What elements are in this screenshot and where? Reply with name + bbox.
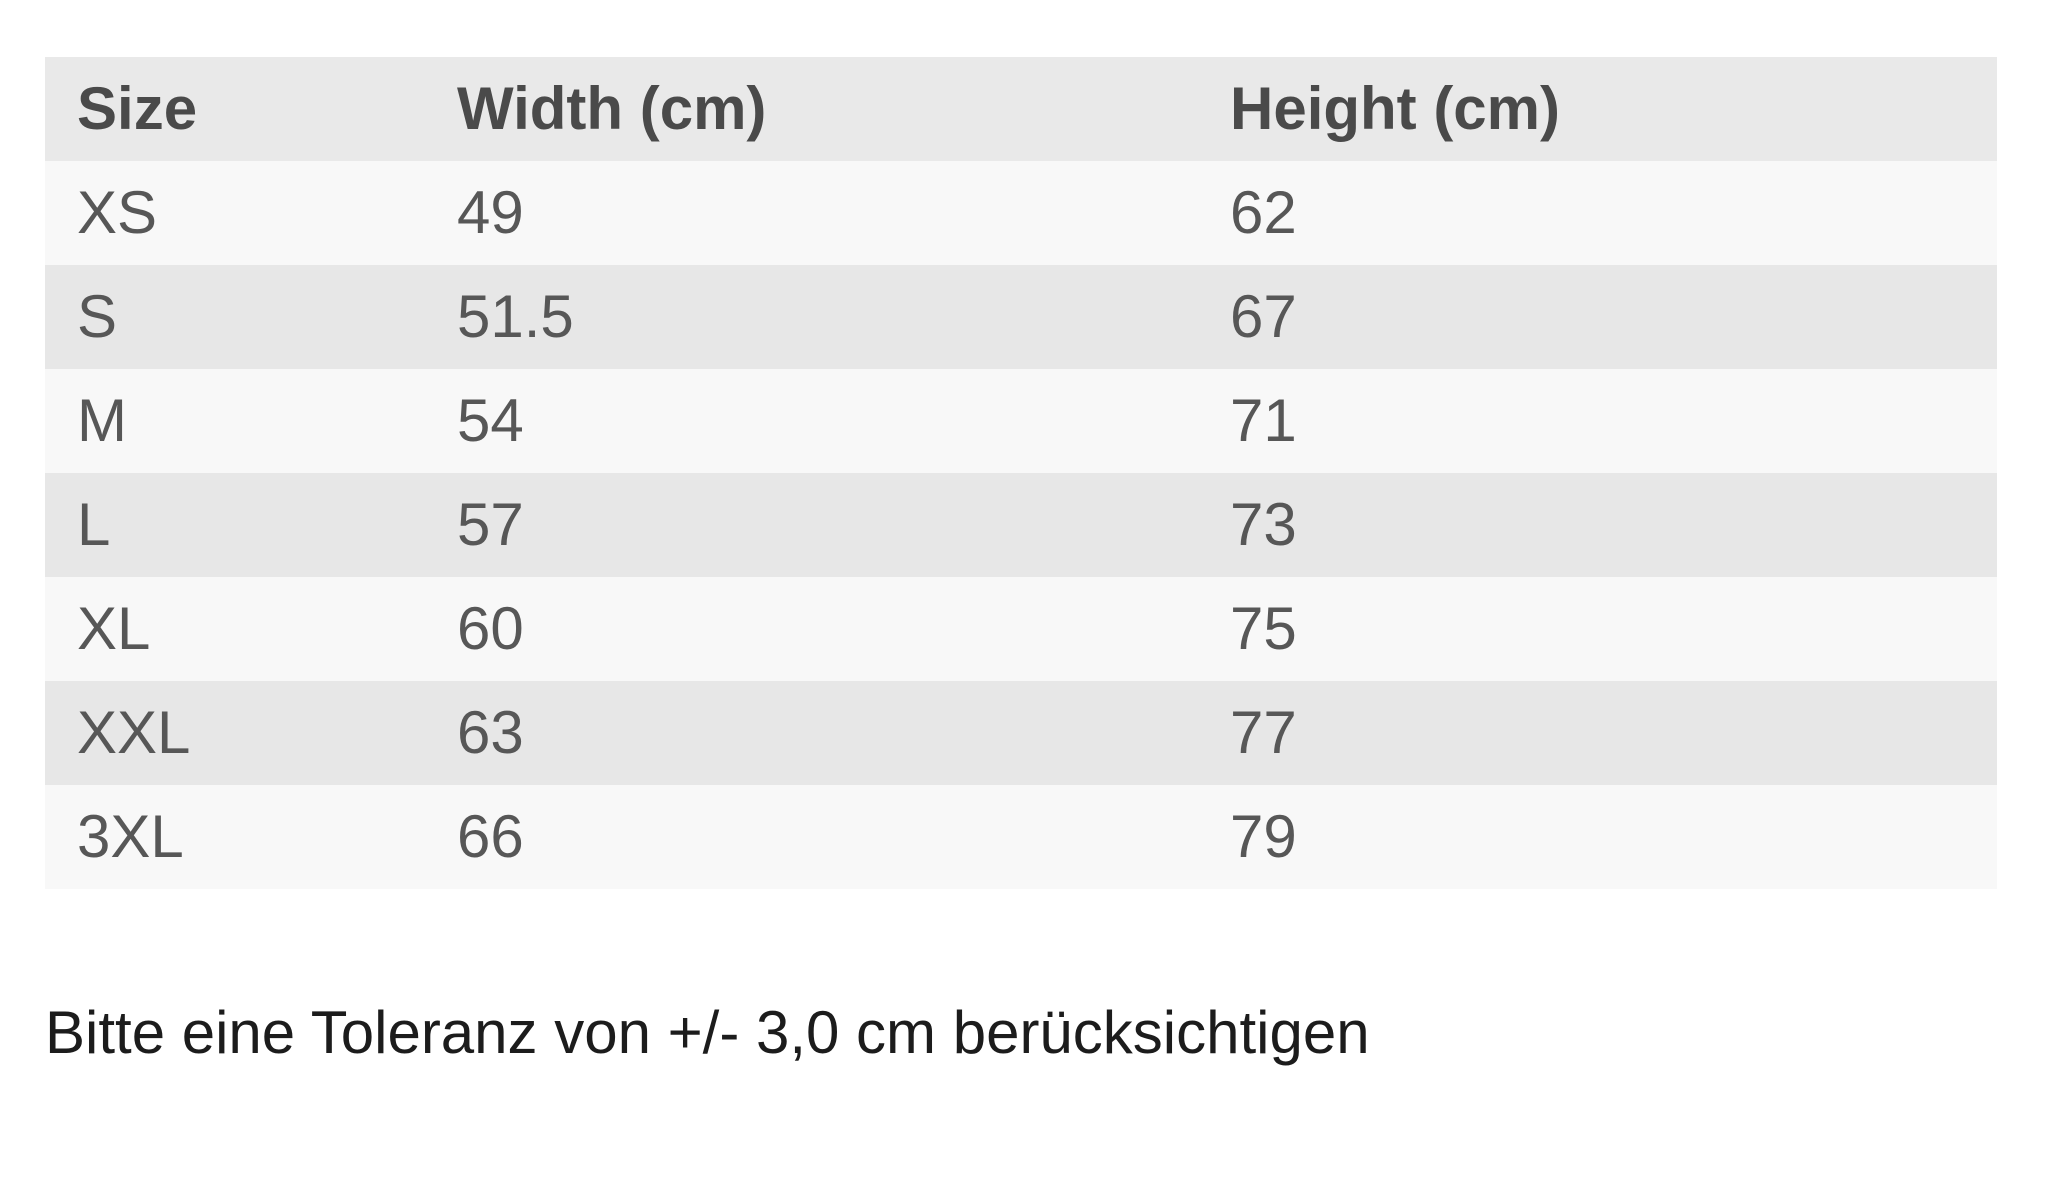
height-cell: 73 bbox=[1198, 473, 1997, 577]
table-row: M 54 71 bbox=[45, 369, 1997, 473]
size-chart-header: Size Width (cm) Height (cm) bbox=[45, 57, 1997, 161]
table-row: XXL 63 77 bbox=[45, 681, 1997, 785]
size-cell: XL bbox=[45, 577, 425, 681]
height-cell: 75 bbox=[1198, 577, 1997, 681]
width-cell: 66 bbox=[425, 785, 1198, 889]
size-cell: M bbox=[45, 369, 425, 473]
size-cell: S bbox=[45, 265, 425, 369]
table-row: 3XL 66 79 bbox=[45, 785, 1997, 889]
width-cell: 51.5 bbox=[425, 265, 1198, 369]
size-cell: XS bbox=[45, 161, 425, 265]
height-cell: 71 bbox=[1198, 369, 1997, 473]
table-row: XL 60 75 bbox=[45, 577, 1997, 681]
tolerance-note: Bitte eine Toleranz von +/- 3,0 cm berüc… bbox=[45, 999, 1370, 1066]
width-cell: 49 bbox=[425, 161, 1198, 265]
width-cell: 60 bbox=[425, 577, 1198, 681]
size-chart-table: Size Width (cm) Height (cm) XS 49 62 S 5… bbox=[45, 57, 1997, 889]
table-row: XS 49 62 bbox=[45, 161, 1997, 265]
column-header-height: Height (cm) bbox=[1198, 57, 1997, 161]
size-chart: Size Width (cm) Height (cm) XS 49 62 S 5… bbox=[45, 57, 1997, 889]
height-cell: 67 bbox=[1198, 265, 1997, 369]
table-row: L 57 73 bbox=[45, 473, 1997, 577]
table-row: S 51.5 67 bbox=[45, 265, 1997, 369]
column-header-size: Size bbox=[45, 57, 425, 161]
size-cell: L bbox=[45, 473, 425, 577]
size-chart-body: XS 49 62 S 51.5 67 M 54 71 L 57 73 XL 60 bbox=[45, 161, 1997, 889]
size-cell: 3XL bbox=[45, 785, 425, 889]
size-cell: XXL bbox=[45, 681, 425, 785]
width-cell: 57 bbox=[425, 473, 1198, 577]
height-cell: 62 bbox=[1198, 161, 1997, 265]
height-cell: 79 bbox=[1198, 785, 1997, 889]
header-row: Size Width (cm) Height (cm) bbox=[45, 57, 1997, 161]
width-cell: 54 bbox=[425, 369, 1198, 473]
width-cell: 63 bbox=[425, 681, 1198, 785]
height-cell: 77 bbox=[1198, 681, 1997, 785]
column-header-width: Width (cm) bbox=[425, 57, 1198, 161]
